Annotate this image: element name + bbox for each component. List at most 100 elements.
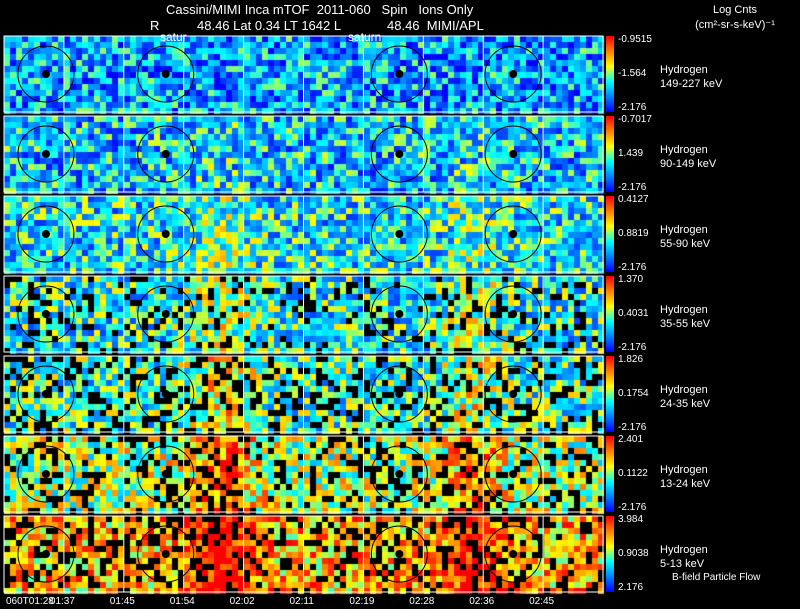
pitch-angle-circle	[17, 285, 75, 343]
colorbar-max-label: 0.4127	[618, 194, 649, 205]
pitch-angle-circle	[370, 45, 428, 103]
time-tick-label: 02:19	[349, 596, 375, 607]
energy-range-label: 90-149 keV	[660, 158, 717, 170]
field-direction-dot	[161, 70, 170, 78]
colorbar-max-label: 2.401	[618, 434, 644, 445]
field-direction-dot	[395, 550, 404, 558]
colorbar-max-label: 1.370	[618, 274, 644, 285]
colorbar-max-label: 3.984	[618, 514, 644, 525]
field-direction-dot	[41, 390, 50, 398]
energy-range-label: 55-90 keV	[660, 238, 711, 250]
field-direction-dot	[395, 470, 404, 478]
pitch-angle-circle	[17, 445, 75, 503]
pitch-angle-circle	[370, 205, 428, 263]
field-direction-dot	[395, 150, 404, 158]
colorbar-min-label: -2.176	[618, 102, 647, 113]
footer-note: B-field Particle Flow	[672, 572, 761, 583]
species-label: Hydrogen	[660, 304, 708, 316]
saturn-direction-label-1: satur	[160, 30, 187, 44]
panel-colorbar	[606, 436, 614, 512]
species-label: Hydrogen	[660, 384, 708, 396]
pitch-angle-circle	[370, 285, 428, 343]
pitch-angle-circle	[17, 365, 75, 423]
colorbar-min-label: -2.176	[618, 422, 647, 433]
colorbar-mid-label: 0.1122	[618, 468, 648, 479]
pitch-angle-circle	[137, 45, 195, 103]
colorbar-max-label: -0.7017	[618, 114, 652, 125]
energy-range-label: 149-227 keV	[660, 78, 723, 90]
panel-colorbar	[606, 516, 614, 592]
field-direction-dot	[161, 310, 170, 318]
panel-colorbar	[606, 116, 614, 192]
position-r-label: R	[150, 18, 160, 33]
pitch-angle-circle	[137, 525, 195, 583]
field-direction-dot	[161, 150, 170, 158]
field-direction-dot	[41, 230, 50, 238]
pitch-angle-circle	[370, 525, 428, 583]
field-direction-dot	[509, 390, 518, 398]
species-label: Hydrogen	[660, 224, 708, 236]
species-label: Hydrogen	[660, 64, 708, 76]
energy-range-label: 5-13 keV	[660, 558, 705, 570]
species-label: Hydrogen	[660, 464, 708, 476]
field-direction-dot	[41, 470, 50, 478]
units-title: Log Cnts	[712, 4, 758, 16]
pitch-angle-circle	[137, 125, 195, 183]
field-direction-dot	[161, 550, 170, 558]
colorbar-min-label: -2.176	[618, 342, 647, 353]
chart-title: Cassini/MIMI Inca mTOF 2011-060 Spin Ion…	[166, 2, 474, 17]
field-direction-dot	[161, 470, 170, 478]
energy-range-label: 35-55 keV	[660, 318, 711, 330]
field-direction-dot	[509, 470, 518, 478]
time-tick-label: 01:45	[109, 596, 135, 607]
colorbar-max-label: -0.9515	[618, 34, 652, 45]
colorbar-mid-label: -1.564	[618, 68, 647, 79]
colorbar-max-label: 1.826	[618, 354, 644, 365]
position-info: 48.46 Lat 0.34 LT 1642 L	[197, 18, 342, 33]
panel-colorbar	[606, 356, 614, 432]
time-tick-label: 060T01:28	[6, 596, 54, 607]
pitch-angle-circle	[484, 445, 542, 503]
field-direction-dot	[395, 310, 404, 318]
species-label: Hydrogen	[660, 544, 708, 556]
field-direction-dot	[395, 70, 404, 78]
pitch-angle-circle	[17, 45, 75, 103]
colorbar-mid-label: 0.1754	[618, 388, 649, 399]
saturn-direction-label-2: saturn	[348, 30, 382, 44]
field-direction-dot	[395, 230, 404, 238]
time-tick-label: 01:54	[169, 596, 195, 607]
colorbar-mid-label: 0.8819	[618, 228, 649, 239]
colorbar-min-label: -2.176	[618, 182, 647, 193]
pitch-angle-circle	[137, 365, 195, 423]
colorbar-mid-label: 1.439	[618, 148, 644, 159]
energy-range-label: 13-24 keV	[660, 478, 711, 490]
pitch-angle-circle	[370, 125, 428, 183]
field-direction-dot	[41, 550, 50, 558]
field-direction-dot	[509, 230, 518, 238]
field-direction-dot	[509, 310, 518, 318]
field-direction-dot	[41, 310, 50, 318]
pitch-angle-circle	[370, 445, 428, 503]
pitch-angle-circle	[137, 445, 195, 503]
colorbar-mid-label: 0.9038	[618, 548, 649, 559]
field-direction-dot	[509, 70, 518, 78]
units-label: (cm²-sr-s-keV)⁻¹	[695, 19, 775, 31]
pitch-angle-circle	[484, 205, 542, 263]
pitch-angle-circle	[17, 525, 75, 583]
pitch-angle-circle	[137, 285, 195, 343]
field-direction-dot	[509, 550, 518, 558]
colorbar-mid-label: 0.4031	[618, 308, 649, 319]
field-direction-dot	[41, 70, 50, 78]
panel-colorbar	[606, 36, 614, 112]
time-tick-label: 02:36	[469, 596, 495, 607]
pitch-angle-circle	[484, 525, 542, 583]
pitch-angle-circle	[484, 125, 542, 183]
field-direction-dot	[161, 230, 170, 238]
field-direction-dot	[509, 150, 518, 158]
pitch-angle-circle	[137, 205, 195, 263]
colorbar-min-label: -2.176	[618, 502, 647, 513]
pitch-angle-circle	[484, 365, 542, 423]
time-tick-label: 02:11	[289, 596, 314, 607]
pitch-angle-circle	[484, 45, 542, 103]
